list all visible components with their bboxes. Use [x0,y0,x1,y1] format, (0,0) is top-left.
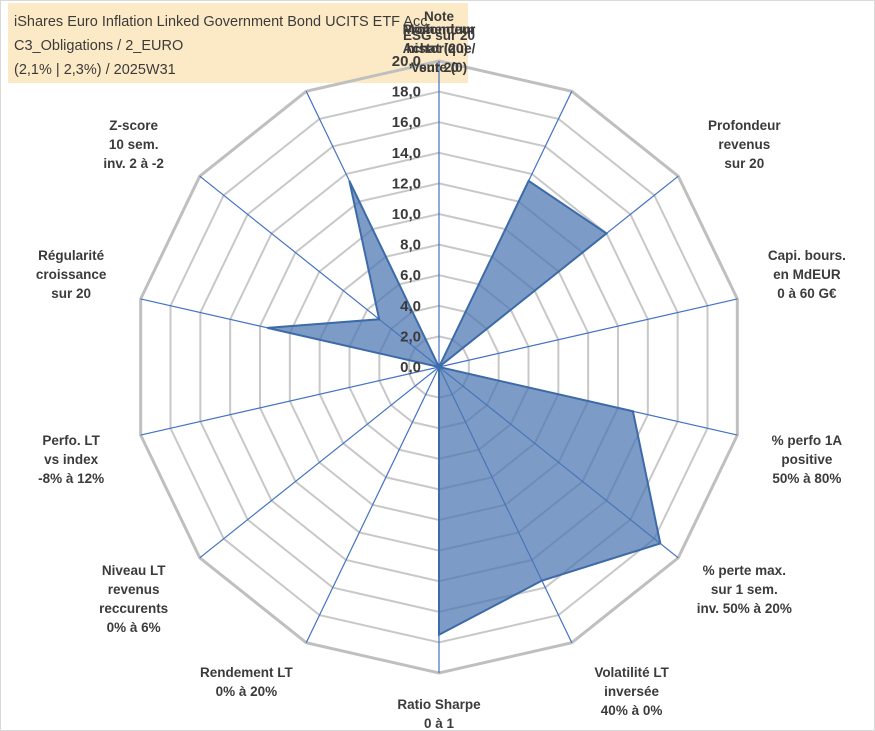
spoke-line [438,298,738,368]
radar-series [267,179,662,637]
tick-label: 4,0 [400,298,421,315]
tick-label: 18,0 [392,84,421,101]
category-label: Ratio Sharpe 0 à 1 [397,697,481,731]
category-label: Profondeur revenus sur 20 [708,118,781,171]
tick-label: 20,0 [392,53,421,70]
category-label: % perte max. sur 1 sem. inv. 50% à 20% [697,563,792,616]
category-label: Note ESG sur 20 [403,9,475,43]
chart-title: iShares Euro Inflation Linked Government… [14,14,428,30]
category-label: Z-score 10 sem. inv. 2 à -2 [103,118,164,171]
tick-label: 10,0 [392,206,421,223]
category-label: Rendement LT 0% à 20% [200,665,294,699]
category-label: Volatilité LT inversée 40% à 0% [594,665,669,718]
tick-label: 0,0 [400,359,421,376]
tick-label: 2,0 [400,328,421,345]
spoke-line [305,366,440,643]
chart-category: C3_Obligations / 2_EURO [14,38,184,54]
category-label: % perfo 1A positive 50% à 80% [772,433,843,486]
tick-label: 8,0 [400,237,421,254]
category-label: Perfo. LT vs index -8% à 12% [38,433,104,486]
title-box [8,3,468,83]
spoke-line [199,366,440,559]
category-label: Momentum Achat (20) / Vente (0) [403,22,476,75]
tick-label: 6,0 [400,267,421,284]
tick-label: 16,0 [392,114,421,131]
category-label: Capi. bours. en MdEUR 0 à 60 G€ [768,248,846,301]
radar-tick-labels: 0,0 2,0 4,0 6,0 8,0 10,0 12,0 14,0 16,0 18,0 20,0 [392,53,421,376]
category-label: Régularité croissance sur 20 [36,248,107,301]
category-label: Niveau LT revenus reccurents 0% à 6% [99,563,168,635]
chart-yield-week: (2,1% | 2,3%) / 2025W31 [14,62,176,78]
tick-label: 14,0 [392,145,421,162]
tick-label: 12,0 [392,175,421,192]
spoke-line [140,366,440,436]
category-label: Profondeur historique sur 20 [403,22,476,75]
series-area [267,179,662,637]
